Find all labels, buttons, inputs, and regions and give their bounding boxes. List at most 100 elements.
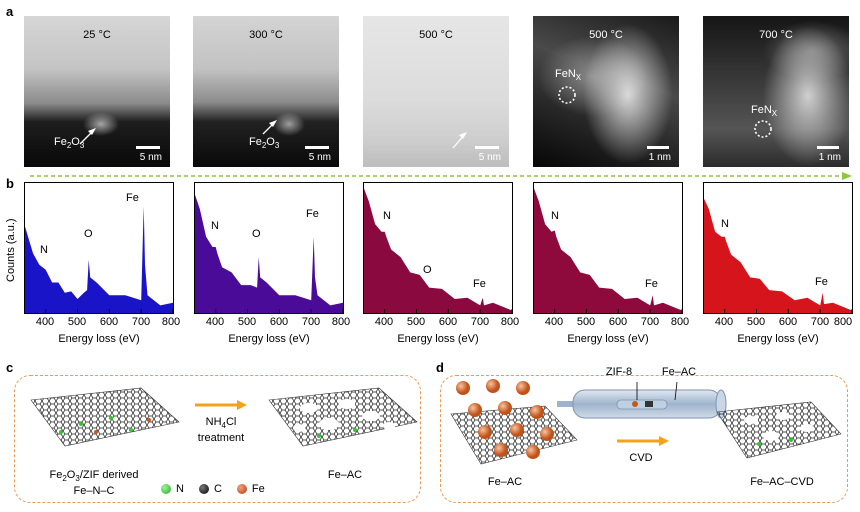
edge-label-n: N bbox=[551, 210, 559, 222]
micrograph-700c: 700 °C FeNX 1 nm bbox=[703, 16, 849, 167]
scale-label: 1 nm bbox=[818, 152, 841, 163]
edge-label-fe: Fe bbox=[126, 192, 139, 204]
eels-spectrum-2: N O Fe bbox=[194, 182, 344, 314]
spectrum-plot bbox=[194, 182, 344, 314]
spectrum-plot bbox=[533, 182, 683, 314]
spectrum-area bbox=[25, 206, 173, 313]
scale-bar bbox=[305, 146, 329, 149]
carbon-atom-icon bbox=[198, 484, 209, 494]
spectrum-area bbox=[704, 198, 852, 313]
scheme-c-box: Fe2O3/ZIF derived Fe–N–C NH4Cl treatment… bbox=[14, 375, 421, 503]
x-tick-labels: 400 500 600 700 800 bbox=[24, 316, 180, 330]
x-tick: 400 bbox=[35, 316, 55, 328]
x-axis-label: Energy loss (eV) bbox=[737, 333, 819, 345]
edge-label-n: N bbox=[721, 218, 729, 230]
spectrum-area bbox=[364, 188, 512, 313]
spectrum-area bbox=[534, 188, 682, 313]
temperature-label: 500 °C bbox=[589, 29, 623, 41]
atom-legend: N C Fe bbox=[161, 483, 265, 495]
fe-n-c-caption: Fe2O3/ZIF derived Fe–N–C bbox=[49, 469, 139, 498]
x-tick: 800 bbox=[331, 316, 351, 328]
x-tick: 400 bbox=[374, 316, 394, 328]
x-tick: 700 bbox=[131, 316, 151, 328]
treatment-arrow bbox=[195, 400, 247, 410]
fe2o3-label: Fe2O3 bbox=[249, 136, 280, 151]
y-axis-label: Counts (a.u.) bbox=[5, 218, 17, 282]
x-tick: 700 bbox=[640, 316, 660, 328]
fenx-label: FeNX bbox=[555, 68, 582, 83]
single-atom-circle bbox=[754, 120, 772, 138]
edge-label-fe: Fe bbox=[645, 278, 658, 290]
eels-spectrum-1: N O Fe bbox=[24, 182, 174, 314]
zif8-label: ZIF-8 bbox=[605, 366, 633, 378]
x-tick: 600 bbox=[778, 316, 798, 328]
x-tick-labels: 400 500 600 700 800 bbox=[533, 316, 689, 330]
edge-label-n: N bbox=[40, 244, 48, 256]
plot-frame bbox=[24, 182, 174, 314]
scale-bar bbox=[136, 146, 160, 149]
x-axis-label: Energy loss (eV) bbox=[397, 333, 479, 345]
eels-spectrum-5: N Fe bbox=[703, 182, 853, 314]
x-tick: 600 bbox=[608, 316, 628, 328]
fe-ac-caption: Fe–AC bbox=[327, 469, 363, 481]
x-tick: 500 bbox=[67, 316, 87, 328]
scale-bar bbox=[647, 146, 669, 149]
annotation-arrow bbox=[452, 132, 467, 149]
x-tick: 700 bbox=[810, 316, 830, 328]
scale-label: 5 nm bbox=[139, 152, 162, 163]
x-tick: 600 bbox=[99, 316, 119, 328]
scale-label: 1 nm bbox=[648, 152, 671, 163]
plot-frame bbox=[533, 182, 683, 314]
x-tick-labels: 400 500 600 700 800 bbox=[703, 316, 853, 330]
edge-label-o: O bbox=[84, 228, 93, 240]
edge-label-fe: Fe bbox=[473, 278, 486, 290]
scale-bar bbox=[817, 146, 839, 149]
micrograph-300c: 300 °C Fe2O3 5 nm bbox=[193, 16, 339, 167]
micrograph-500c: 500 °C 5 nm bbox=[363, 16, 509, 167]
fe-ac-cvd-caption: Fe–AC–CVD bbox=[750, 476, 814, 488]
x-tick: 400 bbox=[714, 316, 734, 328]
plot-frame bbox=[194, 182, 344, 314]
scale-bar bbox=[475, 146, 499, 149]
edge-label-n: N bbox=[211, 220, 219, 232]
scale-label: 5 nm bbox=[478, 152, 501, 163]
fe-ac-cvd-sheet bbox=[716, 401, 842, 459]
cvd-quartz-tube bbox=[557, 389, 727, 419]
x-tick: 800 bbox=[670, 316, 690, 328]
tube-label-leaders bbox=[636, 381, 678, 401]
annotation-arrow bbox=[79, 128, 96, 145]
x-tick: 500 bbox=[576, 316, 596, 328]
fe2o3-label: Fe2O3 bbox=[54, 136, 85, 151]
x-axis-label: Energy loss (eV) bbox=[228, 333, 310, 345]
edge-label-o: O bbox=[423, 264, 432, 276]
micrograph-25c: 25 °C Fe2O3 5 nm bbox=[24, 16, 170, 167]
eels-spectrum-4: N Fe bbox=[533, 182, 683, 314]
x-tick: 800 bbox=[500, 316, 520, 328]
eels-spectrum-3: N O Fe bbox=[363, 182, 513, 314]
panel-letter-b: b bbox=[6, 176, 14, 191]
x-tick-labels: 400 500 600 700 800 bbox=[363, 316, 519, 330]
legend-label-n: N bbox=[176, 483, 184, 495]
single-atom-circle bbox=[558, 86, 576, 104]
x-tick: 700 bbox=[301, 316, 321, 328]
cvd-arrow bbox=[617, 436, 669, 446]
x-tick-labels: 400 500 600 700 800 bbox=[194, 316, 350, 330]
temperature-label: 25 °C bbox=[83, 29, 111, 41]
plot-frame bbox=[703, 182, 853, 314]
fe-ac-with-zif8-sheet bbox=[450, 379, 578, 465]
x-axis-label: Energy loss (eV) bbox=[567, 333, 649, 345]
scheme-d-box: Fe–AC ZIF-8 Fe–AC CVD bbox=[440, 366, 848, 503]
fe-ac-porous-sheet bbox=[268, 387, 418, 447]
edge-label-fe: Fe bbox=[306, 208, 319, 220]
nitrogen-atom-icon bbox=[161, 484, 171, 494]
fe-ac-tube-label: Fe–AC bbox=[661, 366, 697, 378]
x-axis-label: Energy loss (eV) bbox=[58, 333, 140, 345]
panel-letter-d: d bbox=[436, 360, 444, 375]
panel-letter-a: a bbox=[6, 4, 14, 19]
x-tick: 500 bbox=[406, 316, 426, 328]
x-tick: 400 bbox=[544, 316, 564, 328]
temperature-label: 500 °C bbox=[419, 29, 453, 41]
fe-n-c-graphene-sheet bbox=[30, 387, 180, 447]
x-tick: 500 bbox=[746, 316, 766, 328]
cvd-label: CVD bbox=[629, 452, 653, 464]
